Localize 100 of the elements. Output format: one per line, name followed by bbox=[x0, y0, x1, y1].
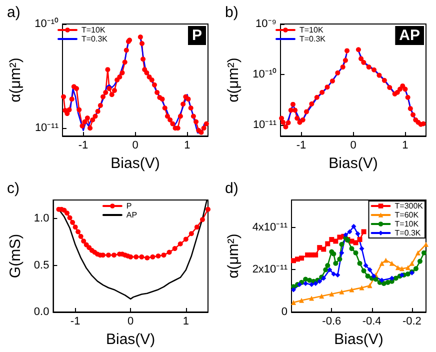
point bbox=[140, 56, 146, 62]
point bbox=[366, 64, 372, 70]
point bbox=[180, 102, 186, 107]
legend-label: T=0.3K bbox=[300, 34, 326, 44]
x-tick-label: -1 bbox=[296, 140, 306, 152]
point bbox=[335, 70, 340, 76]
point bbox=[64, 210, 70, 216]
point bbox=[69, 96, 74, 102]
point bbox=[283, 124, 288, 130]
point bbox=[81, 238, 86, 244]
y-tick-label: 1.0 bbox=[34, 212, 50, 225]
legend-label: T=60K bbox=[394, 210, 420, 220]
point bbox=[72, 224, 78, 230]
y-tick-label: 10⁻⁹ bbox=[256, 18, 276, 30]
point bbox=[117, 74, 122, 80]
y-tick-label: 0.0 bbox=[34, 306, 50, 318]
point bbox=[400, 83, 406, 88]
point bbox=[140, 40, 145, 46]
point bbox=[292, 108, 298, 113]
legend-label: T=10K bbox=[394, 220, 420, 228]
point bbox=[194, 224, 200, 230]
point bbox=[394, 90, 400, 95]
legend-label: T=10K bbox=[300, 26, 324, 34]
legend-label: P bbox=[126, 202, 132, 210]
x-axis-title: Bias(V) bbox=[106, 331, 156, 348]
y-tick-label: 0.5 bbox=[34, 259, 50, 272]
point bbox=[112, 252, 117, 258]
point bbox=[100, 94, 106, 100]
point bbox=[186, 96, 191, 102]
point bbox=[67, 215, 72, 220]
y-tick-label: 2x10⁻¹¹ bbox=[252, 264, 288, 276]
point bbox=[190, 114, 196, 119]
point bbox=[402, 86, 408, 92]
point bbox=[178, 241, 183, 246]
legend-label: T=10K bbox=[82, 26, 106, 34]
point bbox=[324, 84, 330, 90]
point bbox=[161, 252, 166, 258]
point bbox=[122, 60, 128, 65]
point bbox=[376, 72, 382, 78]
point bbox=[280, 120, 286, 125]
point bbox=[139, 254, 144, 260]
point bbox=[114, 77, 120, 82]
point bbox=[178, 114, 183, 119]
point bbox=[149, 77, 154, 82]
point bbox=[112, 88, 117, 93]
point bbox=[168, 117, 173, 122]
point bbox=[66, 107, 72, 112]
point bbox=[194, 119, 199, 124]
point bbox=[344, 48, 350, 54]
point bbox=[61, 94, 66, 100]
x-tick-label: 0 bbox=[128, 316, 134, 328]
point bbox=[286, 120, 291, 126]
point bbox=[290, 102, 296, 107]
point bbox=[80, 123, 85, 128]
point bbox=[342, 58, 348, 63]
point bbox=[200, 217, 205, 222]
y-tick-label: 0 bbox=[281, 306, 288, 318]
point bbox=[405, 94, 410, 100]
point bbox=[103, 90, 108, 95]
point bbox=[172, 246, 178, 252]
legend-label: T=0.3K bbox=[394, 228, 422, 238]
y-axis-title: G(mS) bbox=[7, 234, 24, 278]
x-tick-label: 1 bbox=[402, 140, 408, 152]
x-axis-title: Bias(V) bbox=[334, 331, 384, 348]
point bbox=[166, 250, 172, 255]
point bbox=[106, 252, 111, 258]
point bbox=[294, 116, 300, 121]
point bbox=[204, 121, 209, 126]
y-tick-label: 10⁻¹⁰ bbox=[252, 67, 276, 80]
point bbox=[128, 254, 134, 260]
point bbox=[356, 47, 361, 52]
x-tick-label: -0.4 bbox=[362, 316, 382, 328]
legend-label: T=0.3K bbox=[82, 34, 108, 44]
point bbox=[160, 96, 165, 102]
point bbox=[279, 116, 284, 121]
y-axis-title: α(μm²) bbox=[225, 234, 242, 278]
point bbox=[78, 234, 84, 239]
annotation: AP bbox=[399, 27, 420, 44]
point bbox=[188, 106, 194, 111]
chart-title: a) bbox=[7, 4, 20, 21]
y-axis-title: α(μm²) bbox=[225, 58, 242, 102]
point bbox=[330, 78, 335, 84]
point bbox=[105, 67, 110, 72]
y-axis-title: α(μm²) bbox=[7, 58, 24, 102]
annotation: P bbox=[192, 27, 202, 44]
point bbox=[120, 70, 125, 76]
point bbox=[358, 56, 364, 62]
point bbox=[183, 236, 188, 242]
point bbox=[152, 82, 157, 88]
point bbox=[162, 106, 168, 111]
point bbox=[154, 90, 160, 95]
point bbox=[410, 112, 416, 118]
point bbox=[314, 94, 320, 100]
point bbox=[156, 254, 161, 258]
point bbox=[90, 117, 96, 122]
point bbox=[408, 106, 413, 112]
x-tick-label: -1 bbox=[78, 140, 88, 152]
x-tick-label: 1 bbox=[184, 140, 190, 152]
point bbox=[398, 86, 403, 92]
x-tick-label: 0 bbox=[132, 140, 138, 152]
